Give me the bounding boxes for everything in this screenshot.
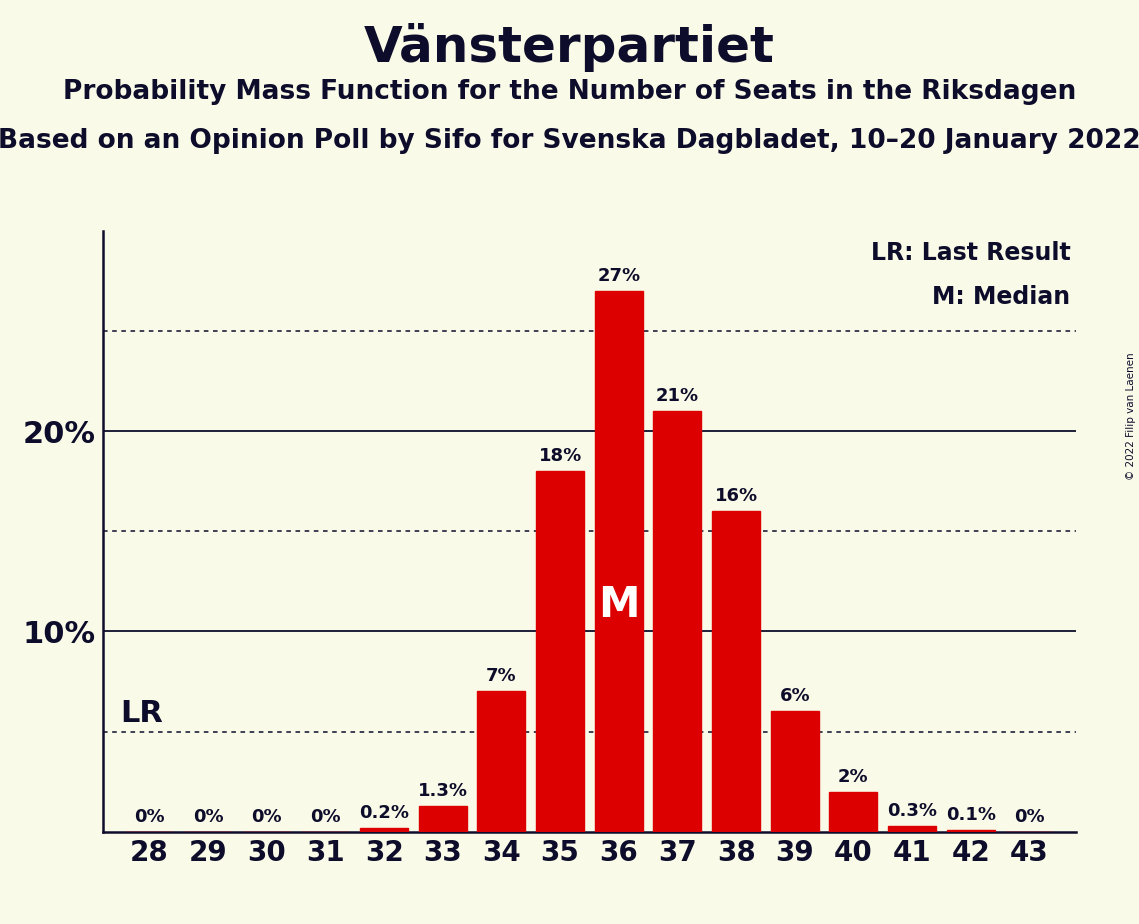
Text: 27%: 27% [597, 267, 640, 285]
Text: 0.3%: 0.3% [887, 802, 937, 820]
Text: Vänsterpartiet: Vänsterpartiet [364, 23, 775, 72]
Text: 6%: 6% [779, 687, 810, 706]
Bar [595, 291, 642, 832]
Text: LR: LR [120, 699, 163, 728]
Text: 0%: 0% [252, 808, 282, 826]
Text: 0%: 0% [310, 808, 341, 826]
Text: LR: Last Result: LR: Last Result [870, 241, 1071, 265]
Bar [419, 806, 467, 832]
Text: © 2022 Filip van Laenen: © 2022 Filip van Laenen [1126, 352, 1136, 480]
Text: M: Median: M: Median [933, 285, 1071, 309]
Bar [947, 830, 994, 832]
Text: 0%: 0% [134, 808, 165, 826]
Text: 0.2%: 0.2% [359, 804, 409, 821]
Text: 0%: 0% [192, 808, 223, 826]
Bar [829, 792, 877, 832]
Bar [477, 691, 525, 832]
Bar [536, 471, 584, 832]
Text: Probability Mass Function for the Number of Seats in the Riksdagen: Probability Mass Function for the Number… [63, 79, 1076, 104]
Bar [654, 411, 702, 832]
Bar [888, 826, 936, 832]
Text: 7%: 7% [486, 667, 517, 686]
Text: 18%: 18% [539, 447, 582, 466]
Text: 16%: 16% [714, 487, 757, 505]
Bar [712, 511, 760, 832]
Text: M: M [598, 584, 639, 626]
Text: 0.1%: 0.1% [945, 806, 995, 823]
Text: 21%: 21% [656, 387, 699, 405]
Text: Based on an Opinion Poll by Sifo for Svenska Dagbladet, 10–20 January 2022: Based on an Opinion Poll by Sifo for Sve… [0, 128, 1139, 153]
Text: 2%: 2% [838, 768, 869, 785]
Text: 0%: 0% [1014, 808, 1044, 826]
Bar [771, 711, 819, 832]
Bar [360, 828, 408, 832]
Text: 1.3%: 1.3% [418, 782, 468, 799]
